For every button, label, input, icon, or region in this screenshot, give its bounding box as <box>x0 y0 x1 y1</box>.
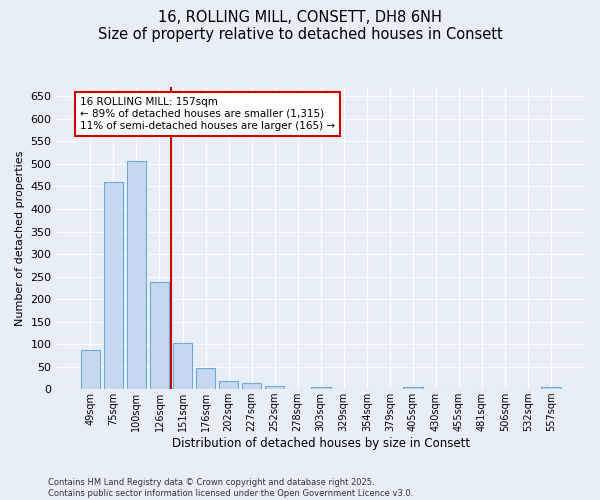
X-axis label: Distribution of detached houses by size in Consett: Distribution of detached houses by size … <box>172 437 470 450</box>
Text: Contains HM Land Registry data © Crown copyright and database right 2025.
Contai: Contains HM Land Registry data © Crown c… <box>48 478 413 498</box>
Bar <box>149 282 169 389</box>
Bar <box>219 381 238 389</box>
Bar <box>173 343 193 389</box>
Bar <box>403 388 423 389</box>
Bar <box>104 182 123 389</box>
Y-axis label: Number of detached properties: Number of detached properties <box>15 150 25 326</box>
Bar <box>196 368 215 389</box>
Bar <box>127 162 146 389</box>
Bar <box>311 388 331 389</box>
Bar <box>541 388 561 389</box>
Text: 16 ROLLING MILL: 157sqm
← 89% of detached houses are smaller (1,315)
11% of semi: 16 ROLLING MILL: 157sqm ← 89% of detache… <box>80 98 335 130</box>
Bar <box>265 386 284 389</box>
Bar <box>80 350 100 389</box>
Text: 16, ROLLING MILL, CONSETT, DH8 6NH
Size of property relative to detached houses : 16, ROLLING MILL, CONSETT, DH8 6NH Size … <box>98 10 502 42</box>
Bar <box>242 384 262 389</box>
